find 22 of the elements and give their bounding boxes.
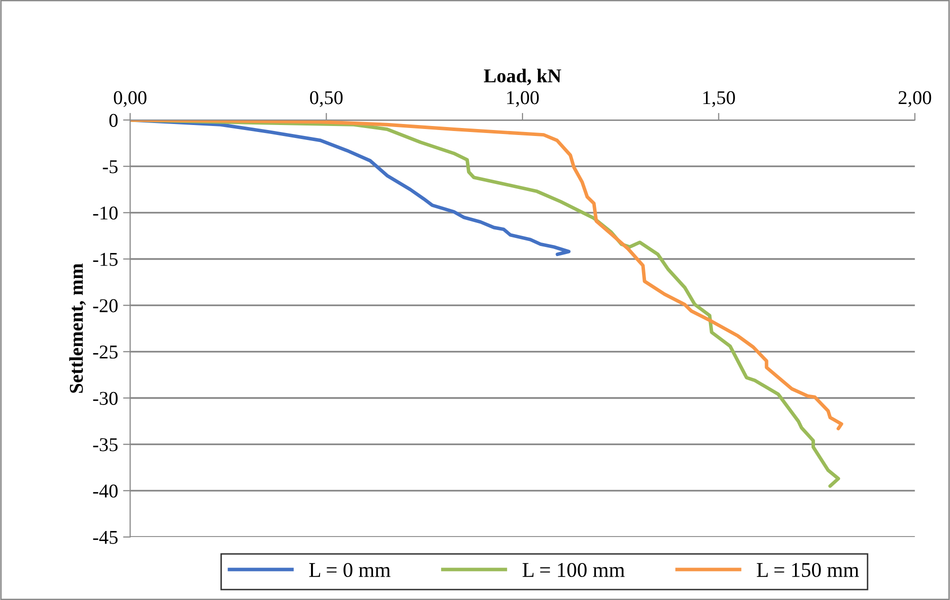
y-tick-label: -35 <box>93 438 118 452</box>
y-axis-title: Settlement, mm <box>69 264 86 393</box>
line-series <box>130 120 844 430</box>
y-tick-label: 0 <box>109 114 118 127</box>
y-tick-label: -20 <box>93 299 118 312</box>
x-tick-label: 0,50 <box>310 91 343 108</box>
y-tick-label: -30 <box>93 392 118 405</box>
legend-label: L = 150 mm <box>756 562 859 578</box>
y-tick-label: -15 <box>93 252 118 266</box>
x-tick-label: 1,50 <box>703 91 735 108</box>
y-tick-label: -5 <box>102 160 118 174</box>
y-tick-label: -40 <box>93 484 118 498</box>
x-tick-label: 1,00 <box>507 91 539 108</box>
line-series <box>130 120 571 256</box>
y-tick-label: -10 <box>93 206 118 220</box>
y-tick-label: -25 <box>93 346 118 359</box>
x-axis-title: Load, kN <box>484 68 562 86</box>
legend-label: L = 0 mm <box>309 562 390 578</box>
y-tick-label: -45 <box>93 530 118 544</box>
x-tick-label: 2,00 <box>898 91 932 108</box>
x-tick-label: 0,00 <box>114 91 146 108</box>
legend-label: L = 100 mm <box>522 562 625 578</box>
